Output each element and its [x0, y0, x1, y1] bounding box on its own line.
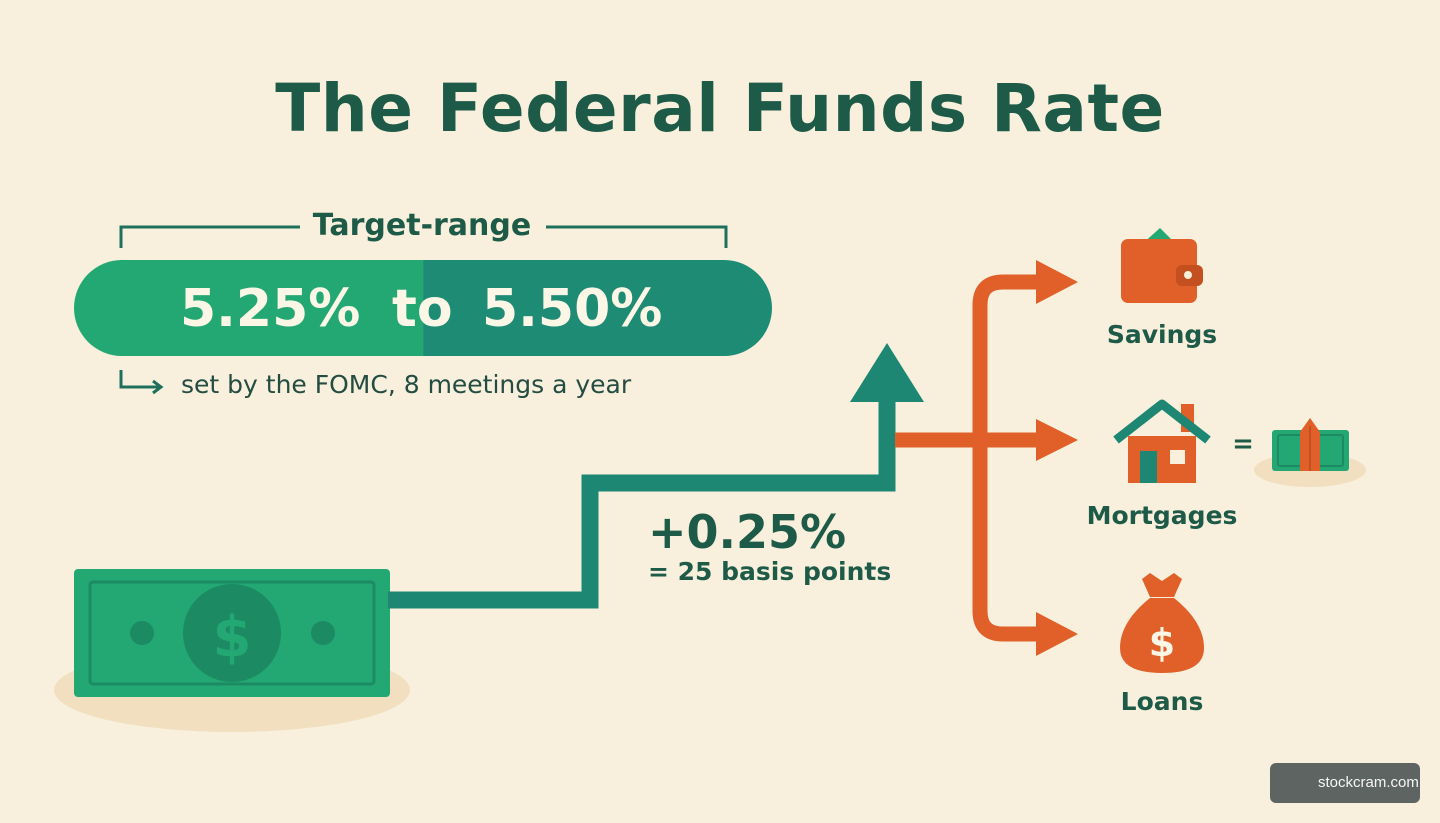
loans-label: Loans	[1120, 687, 1204, 716]
mortgages-label: Mortgages	[1086, 501, 1238, 530]
wallet-icon	[1121, 228, 1203, 303]
savings-label: Savings	[1106, 320, 1218, 349]
basis-points-note: = 25 basis points	[648, 557, 892, 586]
arrowheads	[1036, 260, 1078, 656]
dollar-bill-icon: $	[74, 569, 390, 697]
svg-text:$: $	[1149, 621, 1175, 665]
money-bag-icon: $	[1120, 573, 1204, 673]
target-range-bar: 5.25% to 5.50%	[74, 260, 772, 356]
svg-text:$: $	[213, 605, 252, 670]
equals-sign: =	[1232, 429, 1254, 459]
note-arrow-icon	[119, 370, 164, 395]
watermark: stockcram.com	[1270, 763, 1420, 803]
range-low-value: 5.25%	[180, 279, 361, 339]
house-icon	[1113, 399, 1211, 483]
effects-branch-arrows	[895, 274, 1042, 642]
range-connector: to	[392, 279, 453, 339]
rate-increase-arrow	[388, 343, 924, 609]
target-range-bracket	[119, 225, 728, 248]
rate-change-amount: +0.25%	[648, 505, 847, 559]
watermark-text: stockcram.com	[1318, 774, 1419, 791]
fomc-note: set by the FOMC, 8 meetings a year	[181, 370, 632, 399]
target-range-label: Target-range	[312, 208, 532, 243]
range-high-value: 5.50%	[482, 279, 663, 339]
page-title: The Federal Funds Rate	[275, 70, 1165, 147]
cash-icon	[1272, 418, 1349, 471]
